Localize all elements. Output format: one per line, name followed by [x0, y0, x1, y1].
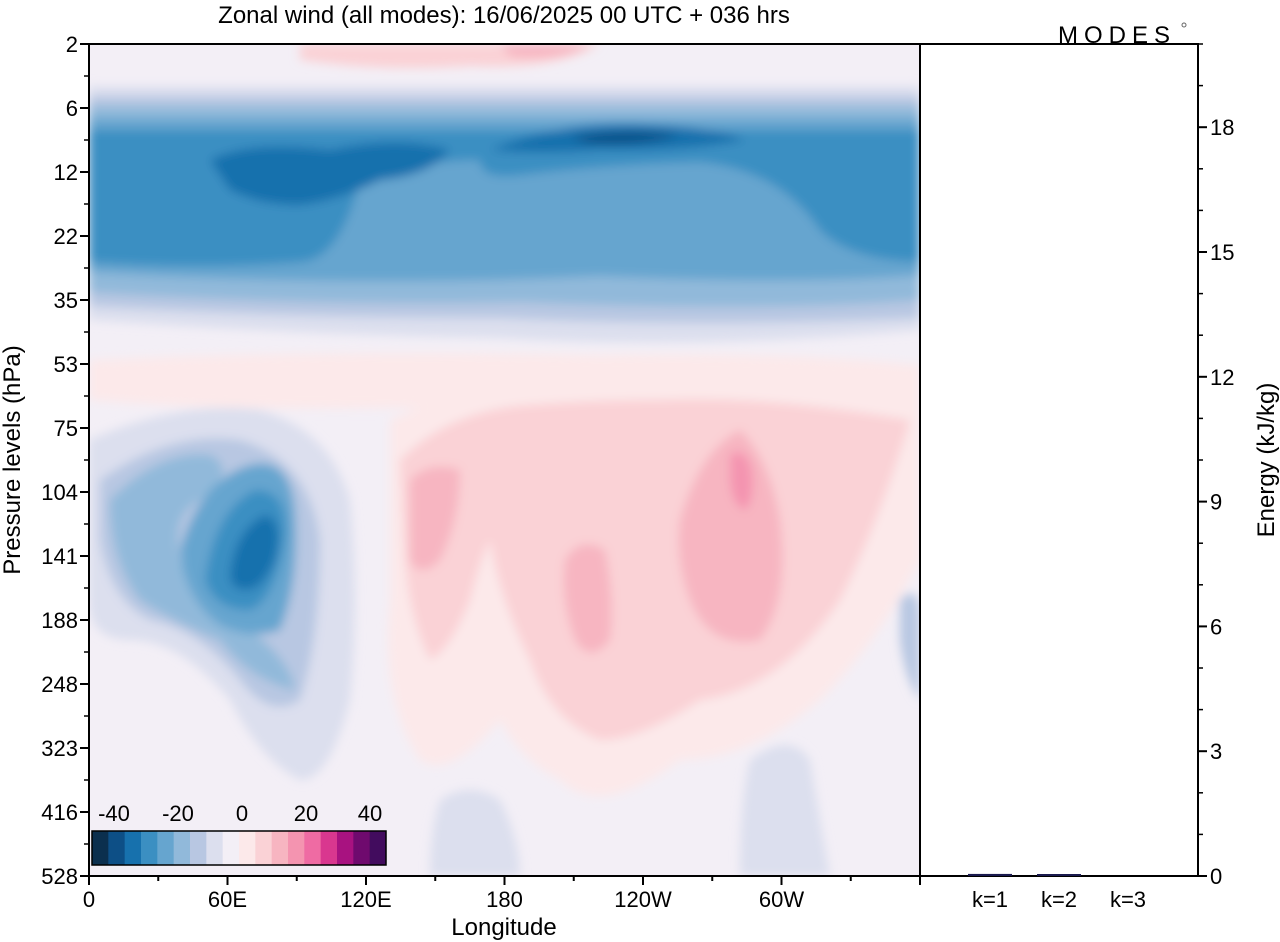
energy-axis-label: Energy (kJ/kg) — [1253, 383, 1280, 538]
colorbar: -40 -20 0 20 40 — [91, 801, 387, 866]
colorbar-tick-label: 40 — [358, 801, 382, 826]
energy-tick-label: 18 — [1210, 115, 1234, 140]
energy-bar — [968, 873, 1012, 876]
y-tick-label: 141 — [41, 544, 78, 569]
colorbar-swatch — [288, 831, 305, 865]
colorbar-tick-label: -40 — [98, 801, 130, 826]
colorbar-tick-label: 20 — [294, 801, 318, 826]
colorbar-tick-label: -20 — [162, 801, 194, 826]
x-tick-label: 0 — [83, 887, 95, 912]
y-axis-label: Pressure levels (hPa) — [0, 345, 26, 574]
zonal-wind-field — [89, 44, 920, 876]
y-tick-label: 75 — [54, 416, 78, 441]
easterly-band-8 — [570, 132, 680, 144]
westerly-core-right — [678, 430, 783, 642]
x-axis-label: Longitude — [451, 914, 556, 941]
colorbar-swatch — [222, 831, 240, 865]
x-tick-label: 120W — [614, 887, 672, 912]
energy-bar — [1037, 874, 1081, 876]
colorbar-frame — [91, 830, 387, 866]
y-tick-label: 2 — [66, 32, 78, 57]
lower-easterly-patch-3 — [900, 593, 920, 700]
logo-mark-icon — [1181, 22, 1187, 28]
colorbar-swatch — [320, 831, 338, 865]
x-tick-label: 60E — [208, 887, 247, 912]
colorbar-swatch — [124, 831, 142, 865]
y-tick-label: 22 — [54, 224, 78, 249]
lower-easterly-patch-2 — [740, 745, 830, 876]
energy-tick-label: 6 — [1210, 614, 1222, 639]
easterly-jet-6 — [230, 515, 279, 590]
energy-tick-label: 0 — [1210, 864, 1222, 889]
longitude-axis: 0 60E 120E 180 120W 60W — [83, 876, 921, 912]
colorbar-swatch — [271, 831, 289, 865]
energy-tick-label: 3 — [1210, 739, 1222, 764]
colorbar-swatch — [157, 831, 175, 865]
colorbar-swatch — [206, 831, 224, 865]
energy-tick-label: 12 — [1210, 365, 1234, 390]
westerly-core-mid — [563, 544, 612, 653]
energy-category-label: k=3 — [1110, 887, 1146, 912]
colorbar-swatch — [239, 831, 256, 865]
chart-title: Zonal wind (all modes): 16/06/2025 00 UT… — [218, 2, 790, 29]
y-tick-label: 188 — [41, 608, 78, 633]
easterly-band-6 — [210, 142, 450, 205]
westerly-core-left — [410, 466, 460, 570]
westerly-core-right-inner — [730, 452, 753, 510]
westerly-region-2 — [400, 399, 910, 740]
y-tick-label: 323 — [41, 736, 78, 761]
y-tick-label: 528 — [41, 864, 78, 889]
y-tick-label: 104 — [41, 480, 78, 505]
colorbar-swatch — [337, 831, 354, 865]
energy-tick-label: 15 — [1210, 240, 1234, 265]
colorbar-swatch — [304, 831, 322, 865]
colorbar-swatch — [353, 831, 371, 865]
colorbar-tick-label: 0 — [236, 801, 248, 826]
energy-tick-label: 9 — [1210, 490, 1222, 515]
stratosphere-westerly-core — [500, 44, 590, 58]
energy-panel-frame — [919, 43, 1199, 877]
y-tick-label: 248 — [41, 672, 78, 697]
y-tick-label: 6 — [66, 96, 78, 121]
y-tick-label: 53 — [54, 352, 78, 377]
x-tick-label: 180 — [486, 887, 523, 912]
colorbar-swatch — [92, 831, 109, 865]
colorbar-swatch — [255, 831, 273, 865]
y-tick-label: 416 — [41, 800, 78, 825]
pressure-axis: 2 6 12 22 35 53 75 104 141 188 248 323 416 528 — [41, 32, 89, 889]
colorbar-swatch — [369, 831, 387, 865]
colorbar-swatch — [173, 831, 191, 865]
lower-easterly-patch-1 — [430, 790, 520, 876]
colorbar-swatch — [108, 831, 126, 865]
colorbar-swatch — [141, 831, 158, 865]
energy-axis: 0 3 6 9 12 15 18 — [1198, 43, 1234, 889]
energy-category-label: k=2 — [1041, 887, 1077, 912]
x-tick-label: 60W — [759, 887, 804, 912]
y-tick-label: 12 — [54, 160, 78, 185]
colorbar-swatch — [190, 831, 207, 865]
y-tick-label: 35 — [54, 288, 78, 313]
x-tick-label: 120E — [340, 887, 391, 912]
energy-category-label: k=1 — [972, 887, 1008, 912]
energy-bars: k=1 k=2 k=3 — [968, 873, 1146, 912]
